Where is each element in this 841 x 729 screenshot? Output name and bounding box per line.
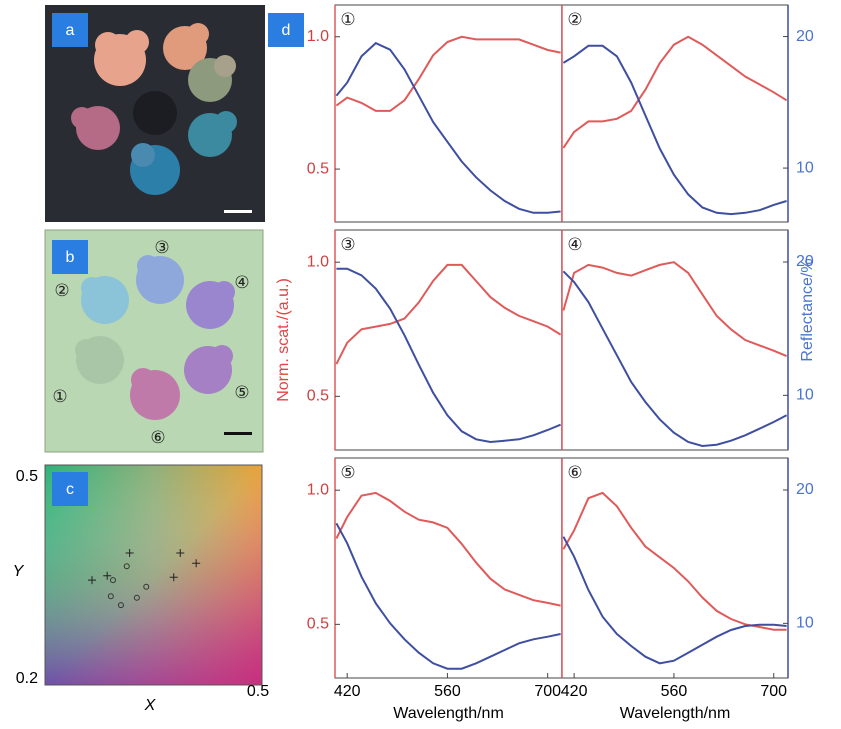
panel-label: a: [66, 22, 75, 39]
spectrum-line: [562, 35, 788, 149]
x-axis-title: Wavelength/nm: [620, 705, 731, 722]
y-tick-label: 0.2: [16, 670, 38, 687]
y-tick-label: 0.5: [307, 388, 329, 405]
y-tick-label: 1.0: [307, 28, 329, 45]
circle-point: [109, 577, 116, 584]
spectrum-line: [562, 44, 787, 216]
circle-point: [143, 583, 150, 590]
y2-tick-label: 20: [796, 28, 814, 45]
spectrum-line: [335, 522, 561, 670]
y2-tick-label: 10: [796, 615, 814, 632]
y-tick-label: 1.0: [307, 253, 329, 270]
chromaticity-background: [44, 464, 263, 686]
plot-frame: [334, 229, 563, 451]
sample-marker: ⑤: [234, 383, 249, 403]
panel-label-box: [268, 13, 304, 47]
panel-number: ③: [340, 235, 355, 255]
circle-point: [133, 594, 140, 601]
plus-point: [192, 559, 201, 568]
panel-number: ①: [340, 10, 355, 30]
sample-marker: ③: [154, 238, 169, 258]
sample-marker: ①: [52, 387, 67, 407]
y2-tick-label: 20: [796, 481, 814, 498]
spectrum-line: [335, 263, 562, 365]
plus-point: [125, 549, 134, 557]
plus-point: [88, 576, 97, 585]
panel-label: b: [66, 249, 75, 266]
panel-label: c: [66, 481, 74, 498]
panel-number: ②: [567, 10, 582, 30]
spectrum-line: [562, 261, 787, 358]
spectrum-line: [335, 491, 561, 607]
x-tick-label: 420: [561, 683, 588, 700]
x-tick-label: 560: [434, 683, 461, 700]
y2-tick-label: 20: [796, 253, 814, 270]
x-axis-title: X: [144, 697, 157, 714]
spectrum-line: [335, 41, 561, 214]
spectrum-line: [562, 536, 787, 665]
y2-tick-label: 10: [796, 159, 814, 176]
panel-label-box: [52, 472, 88, 506]
x-tick-label: 0.5: [247, 683, 269, 700]
y-tick-label: 0.5: [307, 616, 329, 633]
photo-a: [45, 5, 265, 222]
plot-frame: [334, 457, 563, 679]
circle-point: [117, 602, 124, 609]
circle-point: [107, 593, 114, 600]
x-tick-label: 700: [760, 683, 787, 700]
panel-number: ⑥: [567, 463, 582, 483]
panel-number: ⑤: [340, 463, 355, 483]
y-tick-label: 0.5: [16, 468, 38, 485]
panel-number: ④: [567, 235, 582, 255]
y-tick-label: 0.5: [307, 160, 329, 177]
circle-point: [123, 563, 130, 570]
x-tick-label: 700: [534, 683, 561, 700]
spectrum-line: [562, 270, 788, 448]
plus-point: [103, 571, 112, 580]
panel-label-box: [52, 13, 88, 47]
sample-marker: ②: [54, 281, 69, 301]
x-tick-label: 420: [334, 683, 361, 700]
x-axis-title: Wavelength/nm: [393, 705, 504, 722]
y2-axis-title: Reflectance/%: [799, 258, 816, 361]
panel-label: d: [282, 22, 291, 39]
sample-marker: ⑥: [150, 428, 165, 448]
plus-point: [169, 573, 178, 582]
plot-frame: [334, 4, 563, 223]
spectrum-line: [336, 267, 561, 444]
y2-tick-label: 10: [796, 387, 814, 404]
y-axis-title: Y: [13, 563, 25, 580]
y-axis-title: Norm. scat./(a.u.): [275, 278, 292, 402]
panel-label-box: [52, 240, 88, 274]
y-tick-label: 1.0: [307, 481, 329, 498]
sample-marker: ④: [234, 273, 249, 293]
spectrum-line: [335, 35, 561, 112]
x-tick-label: 560: [661, 683, 688, 700]
plus-point: [176, 549, 185, 557]
plot-frame: [561, 4, 789, 223]
